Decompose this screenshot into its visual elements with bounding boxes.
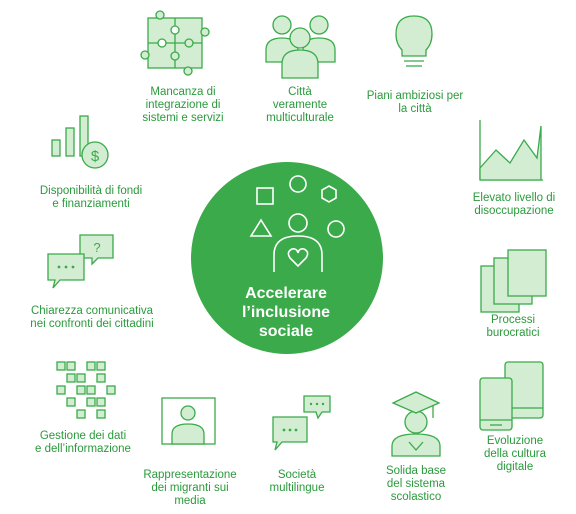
label-line: Società: [277, 469, 317, 481]
label-line: Città: [288, 86, 312, 98]
lightbulb-icon: [395, 15, 433, 67]
label-line: burocratici: [486, 327, 540, 339]
area-chart-icon: [479, 120, 543, 181]
label-line: e dell’informazione: [35, 443, 131, 455]
money-chart-icon: $: [51, 115, 109, 169]
label-line: scolastico: [390, 491, 442, 503]
label-line: dei migranti sui: [151, 482, 229, 494]
question-chat-icon: ?: [47, 234, 114, 289]
label-line: Chiarezza comunicativa: [30, 305, 154, 317]
label-line: Processi: [490, 314, 536, 326]
label-line: Piani ambiziosi per: [366, 90, 464, 102]
label-line: media: [174, 495, 206, 507]
label-line: Gestione dei dati: [39, 430, 127, 442]
center-title-line: l’inclusione: [241, 304, 330, 321]
graduate-icon: [391, 391, 441, 457]
label-line: Evoluzione: [486, 435, 544, 447]
label-line: integrazione di: [145, 99, 221, 111]
label-line: Mancanza di: [150, 86, 216, 98]
people-group-icon: [265, 15, 336, 79]
label-disoccupazione: Elevato livello di disoccupazione: [458, 192, 570, 218]
label-line: multiculturale: [266, 112, 334, 124]
center-title: Accelerare l’inclusione sociale: [216, 284, 356, 341]
center-title-line: sociale: [258, 323, 314, 340]
label-line: del sistema: [386, 478, 446, 490]
label-line: Disponibilità di fondi: [39, 185, 143, 197]
label-digitale: Evoluzione della cultura digitale: [470, 435, 560, 474]
center-title-line: Accelerare: [245, 285, 327, 302]
label-multiculturali: Città veramente multiculturale: [252, 86, 348, 125]
portrait-frame-icon: [161, 397, 216, 445]
data-grid-icon: [56, 361, 116, 419]
label-burocratici: Processi burocratici: [468, 314, 558, 340]
label-scolastico: Solida base del sistema scolastico: [370, 465, 462, 504]
inclusion-icon: [249, 175, 345, 272]
chat-bubbles-icon: [272, 395, 331, 451]
puzzle-icon: [140, 10, 210, 76]
label-line: Elevato livello di: [472, 192, 556, 204]
label-line: della cultura: [483, 448, 546, 460]
label-line: veramente: [272, 99, 328, 111]
label-integrazione: Mancanza di integrazione di sistemi e se…: [128, 86, 238, 125]
devices-icon: [479, 361, 544, 431]
svg-text:$: $: [91, 148, 100, 165]
label-line: digitale: [496, 461, 534, 473]
label-line: disoccupazione: [474, 205, 554, 217]
label-comunicativa: Chiarezza comunicativa nei confronti dei…: [4, 305, 180, 331]
center-circle: [191, 162, 383, 354]
label-line: Solida base: [385, 465, 447, 477]
label-line: la città: [398, 103, 432, 115]
label-piani: Piani ambiziosi per la città: [360, 90, 470, 116]
document-stack-icon: [480, 249, 547, 313]
svg-text:?: ?: [93, 240, 100, 255]
label-fondi: Disponibilità di fondi e finanziamenti: [12, 185, 170, 211]
label-line: sistemi e servizi: [142, 112, 224, 124]
label-line: multilingue: [269, 482, 325, 494]
label-dati: Gestione dei dati e dell’informazione: [8, 430, 158, 456]
label-multilingue: Società multilingue: [257, 469, 337, 495]
label-line: nei confronti dei cittadini: [30, 318, 154, 330]
label-migranti: Rappresentazione dei migranti sui media: [132, 469, 248, 508]
label-line: e finanziamenti: [52, 198, 130, 210]
label-line: Rappresentazione: [143, 469, 237, 481]
